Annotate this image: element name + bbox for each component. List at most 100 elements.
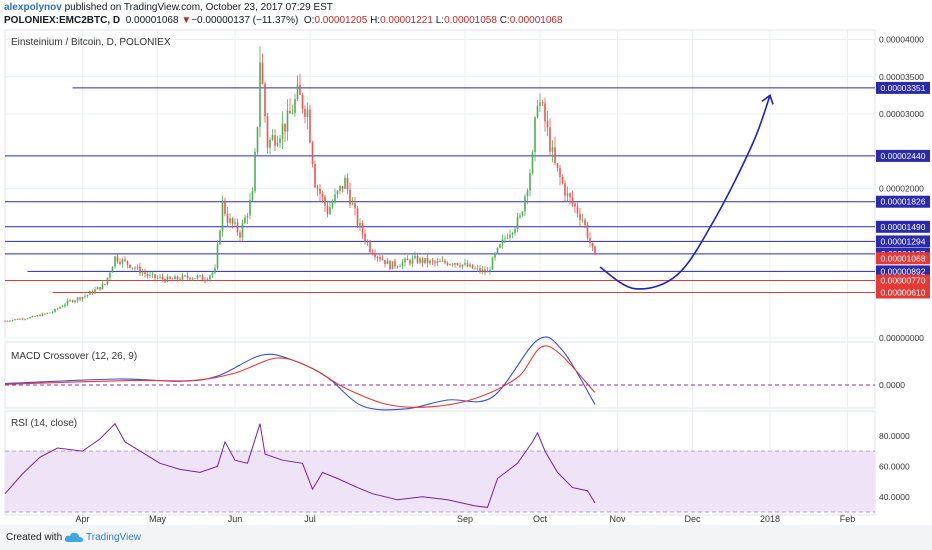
candle-body [569,193,571,198]
candle-body [74,300,76,303]
candle-body [371,252,374,255]
candle-body [514,228,516,234]
candle-body [96,287,99,290]
footer-bar: Created with TradingView [0,525,932,550]
rsi-axis-label: 80.0000 [879,431,910,441]
candle-body [206,279,209,281]
candle-body [354,203,356,209]
candle-body [349,189,351,205]
candle-body [306,109,309,117]
candle-body [384,259,386,265]
signal-line [4,345,596,408]
candle-body [266,116,269,148]
candle-body [566,193,569,196]
price-pane[interactable] [4,29,876,339]
low-label: L: [435,15,445,26]
macd-pane[interactable] [4,341,876,409]
candle-body [336,190,339,195]
candle-body [186,275,189,278]
candle-body [51,312,54,313]
candle-body [254,151,256,192]
candle-body [129,264,131,268]
candle-body [554,147,556,164]
candle-body [271,135,274,140]
candle-body [304,108,306,117]
candle-body [584,219,586,226]
candle-body [414,255,416,259]
candle-body [334,194,336,203]
trading-chart[interactable]: Apr May Jun Jul Sep Oct Nov Dec 2018 Feb 0.0000400… [0,0,932,525]
price-tag-label: 0.00001490 [881,222,926,232]
candle-body [176,276,179,280]
time-axis-label: Oct [533,514,548,524]
macd-title: MACD Crossover (12, 26, 9) [11,351,137,362]
candle-body [359,223,361,226]
candle-body [474,268,476,270]
candle-body [491,257,494,270]
candle-body [239,232,241,238]
candle-body [536,105,539,118]
candle-body [309,109,311,143]
candle-body [571,197,574,204]
candle-body [294,98,296,113]
price-tag [876,81,930,94]
candle-body [204,279,206,281]
candle-body [81,296,84,300]
candle-body [256,127,259,152]
candle-body [216,244,219,269]
candle-body [396,266,399,268]
candle-body [111,266,114,273]
candle-body [574,203,576,207]
candle-body [284,123,286,132]
candle-body [291,112,294,114]
candle-body [41,313,44,317]
candle-body [459,265,461,267]
time-axis-label: Jul [304,514,316,524]
candle-body [236,222,239,233]
candle-body [11,319,14,321]
candle-body [89,291,91,295]
candle-body [201,275,204,280]
candle-body [16,319,19,320]
candle-body [151,274,154,276]
candle-body [274,135,276,146]
candle-body [519,215,521,217]
candle-body [324,196,326,206]
high-value: 0.00001221 [380,15,433,26]
price-axis-label: 0.00002000 [879,184,924,194]
candle-body [441,260,444,262]
candle-body [439,261,441,263]
chart-title: Einsteinium / Bitcoin, D, POLONIEX [11,37,171,48]
candle-body [214,268,216,273]
price-tag [876,252,930,265]
candle-body [454,263,456,265]
candle-body [211,272,214,276]
candle-body [461,264,464,267]
candle-body [326,205,329,215]
candle-body [69,300,71,302]
candle-body [406,258,409,261]
candle-body [126,260,129,265]
candle-body [424,258,426,263]
candle-body [504,238,506,240]
candle-body [516,216,519,229]
candle-body [446,262,449,266]
price-tag [876,220,930,233]
candle-body [499,244,501,248]
candle-body [451,264,454,265]
projection-arrowhead [761,94,774,105]
candle-body [231,218,234,224]
candle-body [226,213,229,223]
candle-body [14,319,16,320]
high-label: H: [370,15,381,26]
author-link[interactable]: alexpolynov [4,2,62,13]
open-value: 0.00001205 [314,15,368,26]
tradingview-link[interactable]: TradingView [86,532,142,543]
candle-body [191,278,194,280]
price-tag-label: 0.00001294 [881,236,926,246]
candle-body [579,213,581,220]
candle-body [116,256,119,262]
candle-body [166,276,169,282]
candle-body [109,272,111,278]
candle-body [59,307,61,309]
